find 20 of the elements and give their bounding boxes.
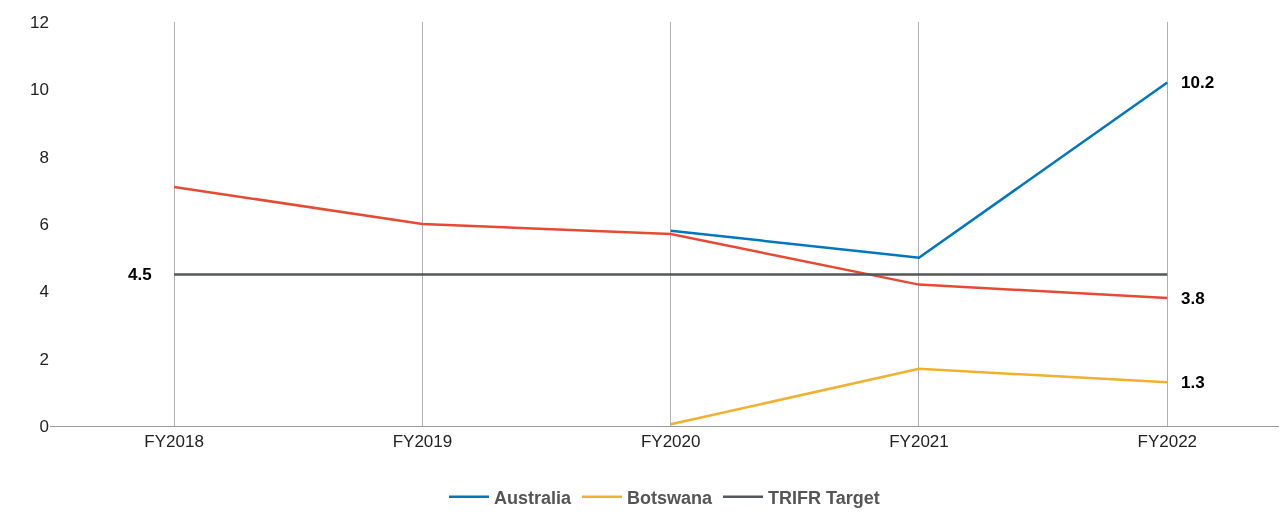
data-label: 1.3 [1181, 373, 1205, 392]
y-tick-label: 12 [30, 12, 49, 32]
x-tick-label: FY2020 [640, 432, 701, 452]
y-tick-label: 2 [39, 349, 49, 369]
x-tick-label: FY2019 [392, 432, 453, 452]
x-tick-label: FY2021 [889, 432, 949, 452]
x-tick-label: FY2022 [1137, 432, 1198, 452]
data-label: 4.5 [128, 265, 152, 284]
y-tick-label: 6 [39, 214, 49, 234]
legend-label: TRIFR Target [768, 487, 880, 508]
data-label: 10.2 [1181, 73, 1215, 92]
y-tick-label: 10 [30, 80, 49, 100]
y-tick-label: 4 [39, 282, 49, 302]
line-series [172, 185, 1169, 300]
legend-label: Botswana [627, 487, 714, 508]
data-label: 3.8 [1181, 289, 1205, 308]
x-tick-label: FY2018 [144, 432, 204, 452]
y-tick-label: 0 [39, 416, 49, 436]
y-tick-label: 8 [39, 147, 49, 167]
legend-label: Australia [494, 487, 573, 508]
